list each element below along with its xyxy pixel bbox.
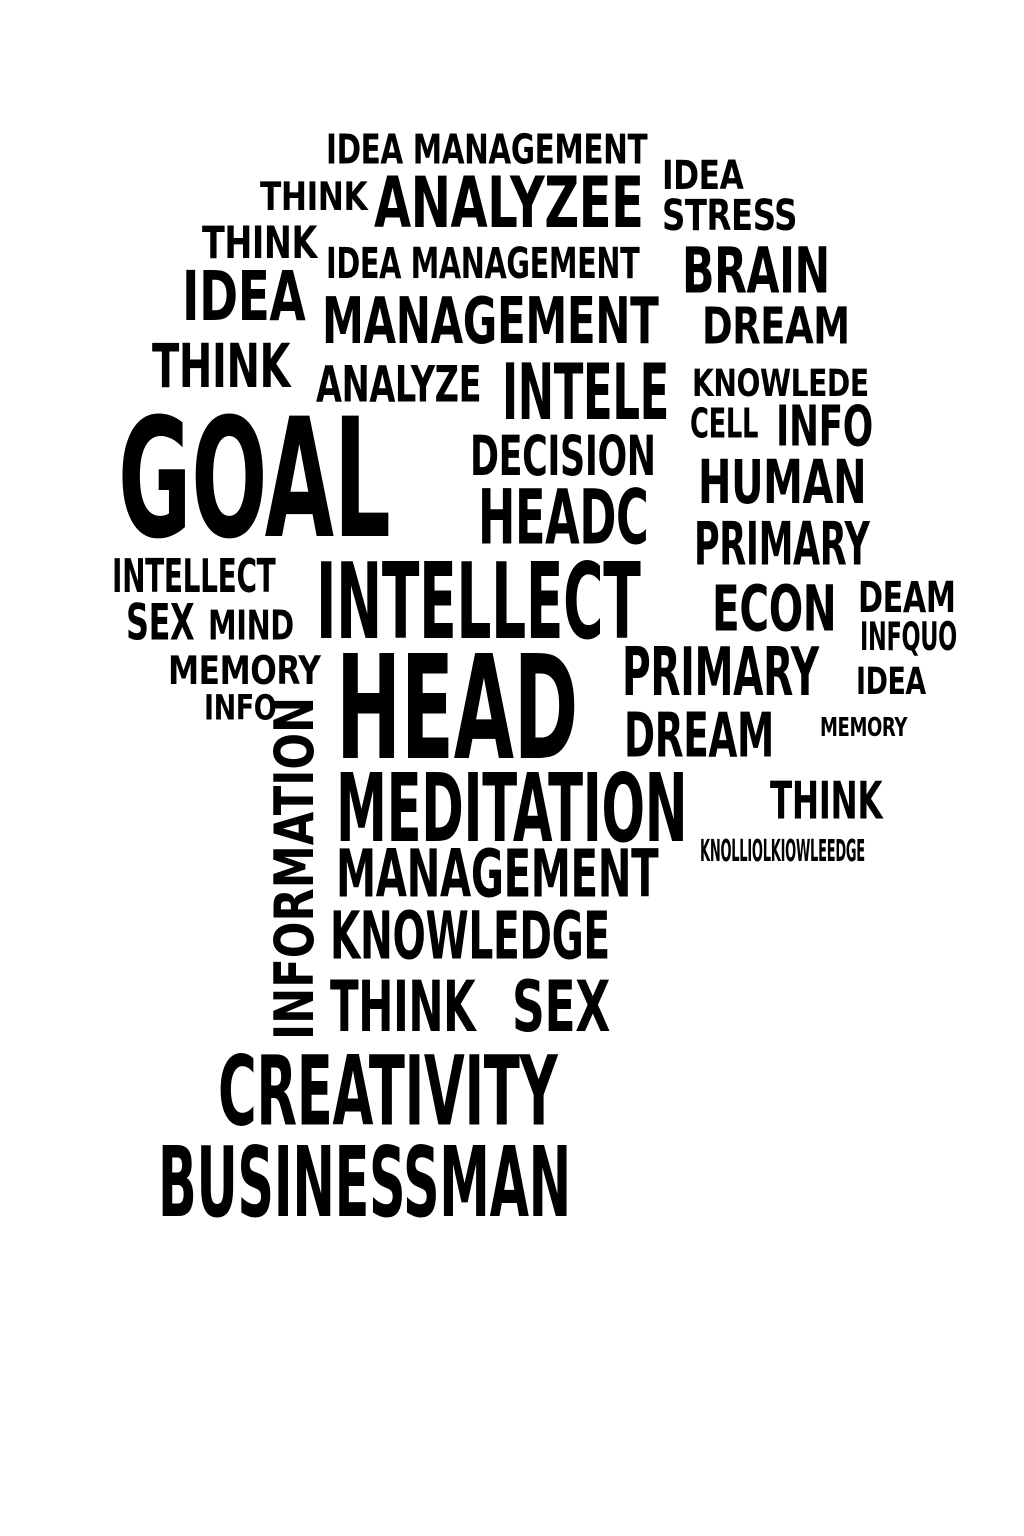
word-knowlede: KNOWLEDE	[692, 360, 869, 406]
word-memory-1: MEMORY	[168, 648, 321, 695]
word-info-1: INFO	[776, 393, 873, 459]
word-analyzee: ANALYZEE	[374, 162, 644, 245]
word-idea-small: IDEA	[856, 658, 926, 704]
word-intellect-small: INTELLECT	[112, 550, 276, 604]
word-sex-1: SEX	[126, 593, 195, 652]
word-think-1: THINK	[260, 174, 368, 221]
word-creativity: CREATIVITY	[218, 1035, 558, 1148]
word-head: HEAD	[336, 623, 578, 793]
word-primary-2: PRIMARY	[622, 634, 819, 712]
word-meditation: MEDITATION	[336, 753, 688, 864]
word-businessman: BUSINESSMAN	[158, 1127, 571, 1240]
word-analyze: ANALYZE	[316, 355, 482, 414]
word-econ: ECON	[712, 573, 837, 647]
word-info-2: INFO	[204, 688, 277, 729]
word-deam: DEAM	[858, 574, 956, 623]
word-goal: GOAL	[118, 383, 391, 577]
word-think-5: THINK	[330, 966, 476, 1049]
word-decision: DECISION	[470, 423, 656, 488]
word-intele: INTELE	[502, 346, 669, 438]
word-idea-management-mid: IDEA MANAGEMENT	[326, 240, 640, 289]
word-dream-1: DREAM	[702, 297, 850, 357]
word-idea-top-right: IDEA	[662, 152, 744, 200]
word-knowledge: KNOWLEDGE	[330, 898, 610, 975]
word-sex-2: SEX	[512, 966, 611, 1049]
word-stress: STRESS	[662, 192, 798, 241]
word-primary-1: PRIMARY	[694, 509, 870, 579]
word-idea-left: IDEA	[182, 257, 306, 338]
word-mind: MIND	[208, 602, 294, 650]
word-think-2: THINK	[202, 216, 317, 269]
word-memory-2: MEMORY	[820, 713, 908, 744]
word-knolliol-kiowleedge: KNOLLIOLKIOWLEEDGE	[700, 833, 865, 870]
word-intellect-large: INTELLECT	[316, 541, 641, 664]
word-idea-management-top: IDEA MANAGEMENT	[326, 126, 648, 174]
word-cell: CELL	[690, 400, 759, 449]
word-management-2: MANAGEMENT	[336, 836, 659, 913]
word-information-vertical: INFORMATION	[263, 696, 326, 1040]
word-management-1: MANAGEMENT	[322, 284, 659, 359]
word-human: HUMAN	[698, 447, 867, 518]
word-headc: HEADC	[478, 472, 649, 562]
word-think-3: THINK	[152, 331, 291, 402]
word-dream-2: DREAM	[624, 701, 774, 773]
word-brain: BRAIN	[682, 235, 830, 309]
word-infquo: INFQUO	[860, 614, 957, 661]
word-think-4: THINK	[770, 771, 883, 832]
